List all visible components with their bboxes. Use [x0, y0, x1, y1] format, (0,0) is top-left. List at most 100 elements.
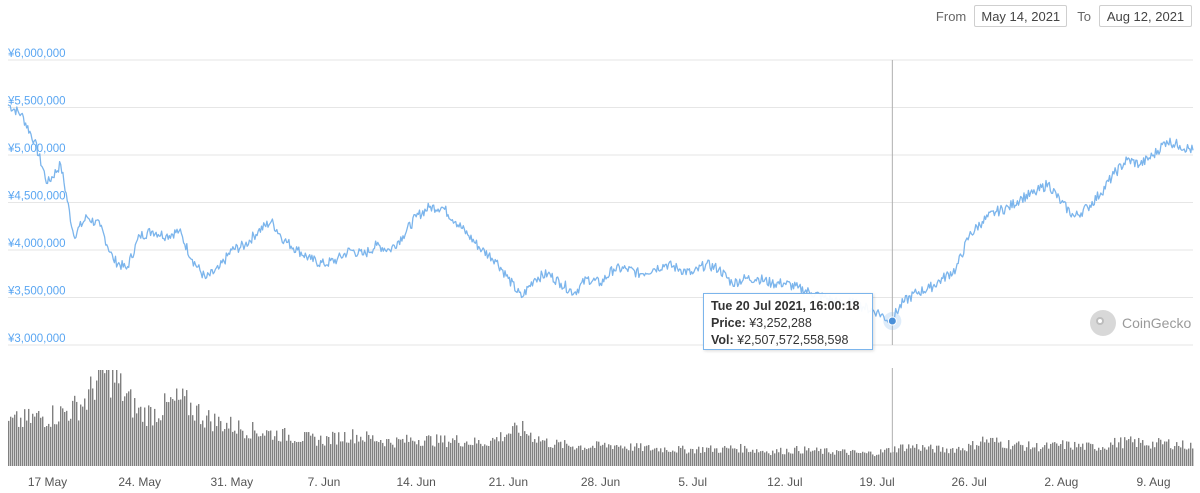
x-tick-label: 14. Jun	[396, 475, 435, 489]
volume-bar	[740, 443, 742, 466]
volume-bar	[266, 430, 268, 466]
volume-bar	[1134, 439, 1136, 466]
x-tick-label: 2. Aug	[1044, 475, 1078, 489]
volume-bar	[48, 423, 50, 466]
volume-bar	[114, 382, 116, 466]
volume-bar	[698, 446, 700, 466]
coingecko-watermark: CoinGecko	[1090, 310, 1191, 336]
volume-bar	[1002, 447, 1004, 466]
volume-bar	[668, 451, 670, 466]
volume-bar	[510, 433, 512, 466]
volume-bar	[596, 441, 598, 466]
volume-bar	[1076, 447, 1078, 466]
volume-bar	[304, 432, 306, 466]
volume-bar	[1094, 449, 1096, 466]
volume-bar	[614, 445, 616, 466]
volume-bar	[154, 408, 156, 466]
volume-bar	[1030, 449, 1032, 466]
volume-bar	[62, 408, 64, 466]
volume-bar	[854, 450, 856, 466]
volume-bar	[992, 437, 994, 466]
y-tick-label: ¥4,000,000	[7, 238, 66, 250]
volume-bar	[1192, 448, 1194, 466]
volume-bar	[786, 448, 788, 466]
from-date-input[interactable]	[974, 5, 1068, 27]
volume-bar	[452, 438, 454, 466]
volume-bar	[170, 397, 172, 466]
volume-bar	[468, 444, 470, 466]
volume-bar	[238, 420, 240, 466]
volume-bar	[650, 450, 652, 466]
volume-bar	[782, 454, 784, 466]
volume-bar	[294, 441, 296, 466]
volume-bar	[1074, 441, 1076, 466]
volume-bar	[490, 440, 492, 466]
volume-bar	[582, 450, 584, 466]
volume-bar	[850, 450, 852, 466]
volume-bar	[976, 445, 978, 466]
volume-bar	[108, 370, 110, 466]
volume-bar	[580, 445, 582, 466]
volume-bar	[438, 442, 440, 466]
volume-bar	[1186, 449, 1188, 466]
volume-bar	[592, 445, 594, 466]
volume-bar	[594, 447, 596, 466]
volume-bar	[1056, 443, 1058, 466]
volume-bar	[302, 440, 304, 466]
volume-bar	[642, 451, 644, 466]
volume-bar	[710, 445, 712, 466]
volume-bar	[284, 427, 286, 466]
volume-bar	[974, 449, 976, 466]
volume-bar	[544, 440, 546, 466]
volume-bar	[70, 418, 72, 466]
volume-bar	[994, 441, 996, 466]
volume-bar	[958, 446, 960, 466]
volume-bar	[738, 452, 740, 466]
volume-bar	[1078, 443, 1080, 466]
volume-bar	[424, 440, 426, 466]
volume-bar	[158, 418, 160, 466]
volume-bar	[1114, 437, 1116, 466]
volume-bar	[168, 402, 170, 466]
volume-bar	[674, 451, 676, 466]
volume-bar	[526, 434, 528, 466]
volume-bar	[550, 447, 552, 466]
volume-bar	[166, 401, 168, 466]
volume-bar	[1142, 440, 1144, 466]
volume-bar	[774, 453, 776, 466]
volume-bar	[192, 415, 194, 466]
volume-bar	[870, 451, 872, 466]
volume-bar	[38, 411, 40, 466]
volume-bar	[412, 440, 414, 466]
volume-bar	[126, 393, 128, 466]
volume-bar	[722, 447, 724, 466]
volume-bar	[96, 380, 98, 466]
volume-bar	[678, 446, 680, 466]
volume-bar	[820, 448, 822, 466]
x-tick-label: 17 May	[28, 475, 67, 489]
volume-bar	[636, 443, 638, 466]
volume-bar	[1146, 445, 1148, 466]
volume-bar	[488, 445, 490, 466]
to-date-input[interactable]	[1099, 5, 1192, 27]
volume-bar	[288, 434, 290, 466]
volume-bar	[886, 448, 888, 466]
volume-bar	[626, 448, 628, 466]
volume-bar	[136, 413, 138, 466]
volume-bar	[884, 449, 886, 466]
volume-bar	[276, 430, 278, 466]
volume-bar	[1050, 443, 1052, 466]
y-tick-label: ¥6,000,000	[7, 48, 66, 60]
volume-bar	[1054, 442, 1056, 466]
volume-bar	[356, 434, 358, 466]
volume-bar	[1122, 448, 1124, 466]
volume-bar	[1036, 443, 1038, 466]
volume-bar	[298, 441, 300, 466]
volume-bar	[24, 409, 26, 466]
volume-bar	[392, 444, 394, 466]
volume-bar	[830, 453, 832, 466]
volume-bar	[802, 453, 804, 466]
volume-bar	[426, 436, 428, 466]
volume-bar	[856, 452, 858, 466]
